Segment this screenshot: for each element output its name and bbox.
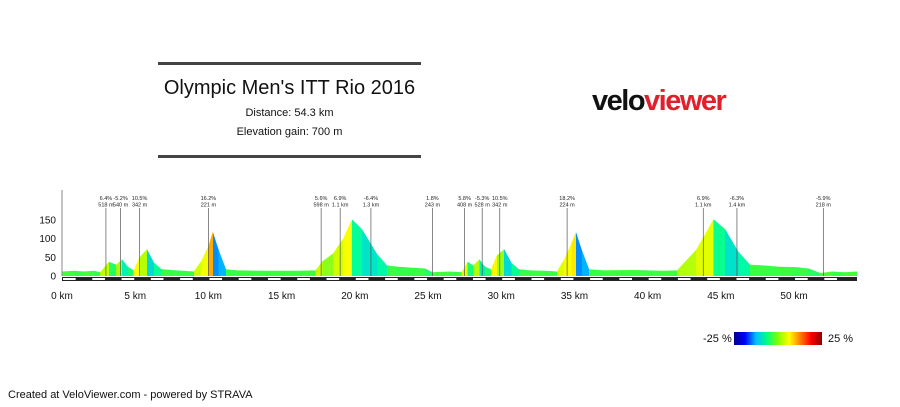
title-box: Olympic Men's ITT Rio 2016 Distance: 54.…: [158, 62, 421, 158]
distance-bar-segment: [795, 278, 808, 280]
distance-bar-segment: [736, 278, 750, 280]
distance-bar-segment: [531, 278, 545, 280]
climb-length-label: 342 m: [492, 203, 508, 209]
x-tick-label: 20 km: [341, 291, 368, 302]
veloviewer-logo: veloviewer: [592, 85, 727, 118]
logo-text-a: velo: [592, 85, 646, 117]
distance-bar: [62, 277, 857, 281]
climb-grade-label: 18.2%: [559, 196, 575, 202]
distance-label: Distance: 54.3 km: [245, 107, 334, 119]
climb-grade-label: 6.9%: [334, 196, 347, 202]
elevation-area: [62, 219, 857, 276]
climb-grade-label: -5.2%: [113, 196, 127, 202]
distance-bar-segment: [297, 278, 310, 280]
y-tick-label: 150: [39, 216, 56, 227]
y-tick-label: 0: [50, 272, 56, 283]
climb-grade-label: 5.8%: [458, 196, 471, 202]
distance-bar-segment: [267, 278, 281, 280]
distance-bar-segment: [765, 278, 779, 280]
y-tick-label: 100: [39, 234, 56, 245]
legend-min-label: -25 %: [703, 333, 732, 345]
x-tick-label: 0 km: [51, 291, 73, 302]
x-tick-label: 45 km: [707, 291, 734, 302]
x-tick-label: 10 km: [195, 291, 222, 302]
elevation-gain-label: Elevation gain: 700 m: [236, 126, 343, 138]
distance-bar-segment: [707, 278, 720, 280]
distance-bar-segment: [209, 278, 223, 280]
x-tick-label: 25 km: [414, 291, 441, 302]
climb-length-label: 1.4 km: [729, 203, 746, 209]
distance-bar-segment: [414, 278, 428, 280]
footer-credit: Created at VeloViewer.com - powered by S…: [8, 389, 253, 401]
distance-bar-segment: [326, 278, 340, 280]
climb-length-label: 224 m: [559, 203, 575, 209]
climb-length-label: 598 m: [313, 203, 329, 209]
distance-bar-segment: [63, 278, 76, 280]
chart-title: Olympic Men's ITT Rio 2016: [163, 77, 416, 99]
x-tick-label: 35 km: [561, 291, 588, 302]
distance-bar-segment: [385, 278, 398, 280]
climb-grade-label: 6.4%: [100, 196, 113, 202]
distance-bar-segment: [648, 278, 662, 280]
distance-bar-segment: [590, 278, 603, 280]
climb-grade-label: -6.3%: [730, 196, 744, 202]
elevation-profile-chart: 6.4%518 m-5.2%540 m10.5%342 m16.2%221 m5…: [39, 190, 857, 302]
x-tick-label: 50 km: [780, 291, 807, 302]
climb-length-label: 221 m: [201, 203, 217, 209]
distance-bar-segment: [560, 278, 574, 280]
distance-bar-segment: [238, 278, 252, 280]
climb-length-label: 1.1 km: [332, 203, 349, 209]
climb-length-label: 528 m: [475, 203, 491, 209]
distance-bar-segment: [355, 278, 369, 280]
distance-bar-segment: [150, 278, 164, 280]
climb-grade-label: 10.5%: [492, 196, 508, 202]
x-tick-label: 30 km: [488, 291, 515, 302]
x-tick-label: 40 km: [634, 291, 661, 302]
climb-length-label: 342 m: [132, 203, 148, 209]
climb-grade-label: 6.9%: [697, 196, 710, 202]
distance-bar-segment: [619, 278, 632, 280]
climb-grade-label: 1.8%: [426, 196, 439, 202]
climb-length-label: 243 m: [425, 203, 441, 209]
distance-bar-segment: [472, 278, 486, 280]
climb-length-label: 518 m: [98, 203, 114, 209]
legend-max-label: 25 %: [828, 333, 854, 345]
climb-grade-label: -6.4%: [364, 196, 378, 202]
distance-bar-segment: [92, 278, 105, 280]
distance-bar-segment: [443, 278, 457, 280]
distance-bar-segment: [677, 278, 691, 280]
x-tick-label: 5 km: [124, 291, 146, 302]
logo-text-b: viewer: [644, 85, 727, 117]
climb-length-label: 540 m: [113, 203, 129, 209]
climb-grade-label: 16.2%: [201, 196, 217, 202]
climb-grade-label: 10.5%: [132, 196, 148, 202]
distance-bar-segment: [180, 278, 193, 280]
y-tick-label: 50: [45, 253, 57, 264]
x-tick-label: 15 km: [268, 291, 295, 302]
distance-bar-segment: [824, 278, 837, 280]
climb-length-label: 1.1 km: [695, 203, 712, 209]
climb-grade-label: 5.6%: [315, 196, 328, 202]
distance-bar-segment: [502, 278, 515, 280]
distance-bar-segment: [121, 278, 135, 280]
climb-length-label: 408 m: [457, 203, 473, 209]
climb-length-label: 218 m: [816, 203, 832, 209]
climb-length-label: 1.3 km: [363, 203, 380, 209]
gradient-legend-bar: [734, 332, 822, 345]
climb-grade-label: -5.3%: [475, 196, 489, 202]
climb-grade-label: -5.9%: [816, 196, 830, 202]
